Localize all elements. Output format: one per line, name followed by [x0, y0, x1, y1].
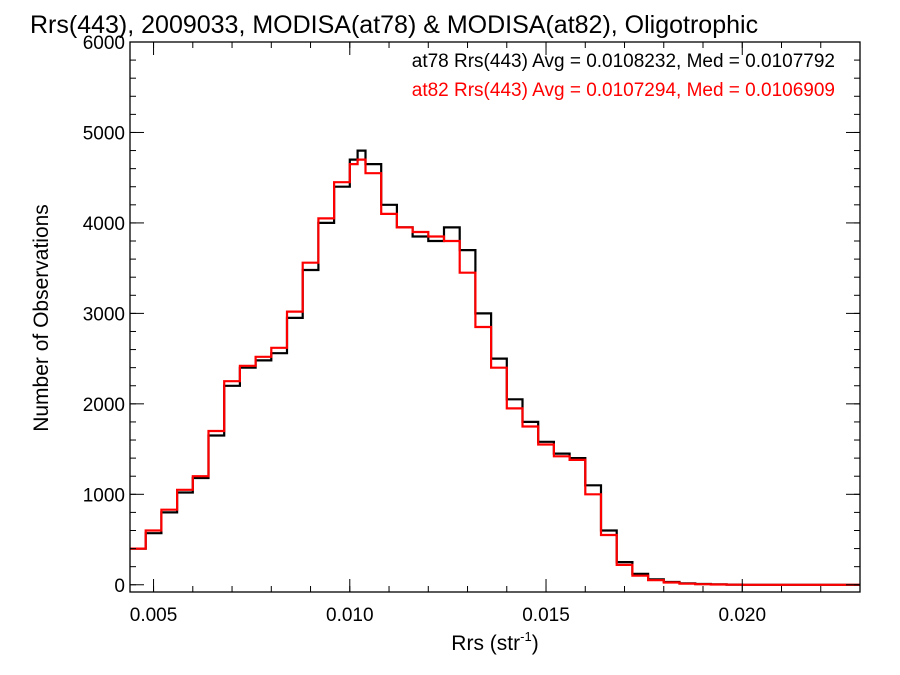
x-axis-label-superscript: -1	[520, 629, 532, 644]
x-tick-label: 0.015	[522, 605, 570, 626]
x-axis-label: Rrs (str-1)	[451, 629, 538, 655]
x-tick-label: 0.005	[130, 605, 178, 626]
y-tick-label: 4000	[83, 214, 125, 235]
plot-frame	[129, 41, 861, 593]
y-tick-label: 0	[114, 576, 125, 597]
x-tick-labels: 0.005 0.010 0.015 0.020	[130, 605, 766, 626]
at78-stats-annotation: at78 Rrs(443) Avg = 0.0108232, Med = 0.0…	[412, 51, 835, 72]
series-group	[130, 149, 860, 586]
x-axis-label-suffix: )	[532, 632, 539, 655]
x-tick-label: 0.010	[326, 605, 374, 626]
y-tick-label: 6000	[83, 33, 125, 54]
x-tick-label: 0.020	[718, 605, 766, 626]
y-tick-label: 1000	[83, 485, 125, 506]
y-tick-label: 3000	[83, 304, 125, 325]
y-tick-label: 5000	[83, 123, 125, 144]
plot-area	[129, 41, 861, 593]
y-tick-label: 2000	[83, 395, 125, 416]
y-axis-label: Number of Observations	[30, 204, 53, 432]
chart-title: Rrs(443), 2009033, MODISA(at78) & MODISA…	[30, 11, 758, 39]
x-axis-label-main: Rrs (str	[451, 632, 520, 655]
at82-stats-annotation: at82 Rrs(443) Avg = 0.0107294, Med = 0.0…	[412, 80, 835, 101]
axis-ticks	[130, 41, 861, 592]
series-line-at82	[130, 158, 860, 586]
y-tick-labels: 0 1000 2000 3000 4000 5000 6000	[83, 33, 125, 597]
